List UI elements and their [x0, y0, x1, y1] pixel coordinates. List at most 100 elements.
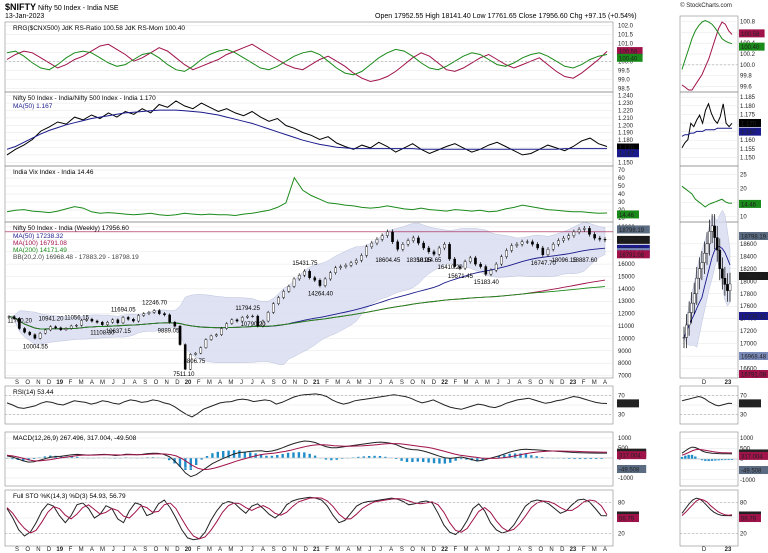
x-axis-label: A: [389, 380, 393, 386]
daily_ratio-tick-label: 1.175: [740, 112, 756, 118]
macd-histogram-bar: [411, 458, 414, 462]
macd-tick-label: -1000: [618, 476, 634, 482]
chart-copyright: © StockCharts.com: [680, 2, 732, 9]
daily_rrg-tag: 100.58: [741, 32, 760, 38]
price-candle-body: [401, 244, 405, 250]
ratio-tick-label: 1.200: [618, 123, 634, 129]
rrg-series-line: [6, 43, 608, 83]
daily_price-tick-label: 18400: [740, 254, 757, 260]
macd-histogram-bar: [167, 458, 171, 461]
ratio-tag: 1.167: [619, 152, 635, 158]
price-candle-body: [23, 328, 26, 333]
x-axis-label: A: [517, 380, 521, 386]
x-axis-label: J: [112, 380, 115, 386]
price-candle-body: [12, 316, 16, 319]
x-axis-label: J: [122, 547, 125, 553]
sto-tag: 56.79: [619, 517, 635, 523]
macd-histogram-bar: [578, 458, 582, 460]
daily_rsi-tick-label: 30: [740, 413, 747, 419]
macd-histogram-bar: [27, 458, 30, 461]
x-axis-label: N: [421, 547, 425, 553]
x-axis-label: 19: [56, 547, 63, 553]
macd-histogram-bar: [151, 457, 155, 458]
price-ma-legend: MA(100) 16791.08: [13, 240, 67, 247]
price-tick-label: 9000: [618, 349, 632, 355]
price-candle-body: [38, 332, 42, 339]
price-candle-body: [137, 315, 140, 322]
x-axis-label: D: [303, 547, 308, 553]
daily_price-candle-body: [723, 277, 727, 285]
daily_price-tick-label: 18200: [740, 267, 757, 273]
macd-histogram-bar: [222, 451, 225, 458]
x-axis-label: O: [410, 380, 415, 386]
x-axis-label: A: [218, 380, 222, 386]
price-candle-body: [256, 315, 260, 327]
price-candle-body: [582, 228, 586, 230]
price-candle-body: [230, 319, 234, 324]
rrg-tag-bg: [617, 53, 643, 62]
daily_macd-histogram-bar: [710, 459, 714, 461]
x-axis-label: D: [432, 547, 437, 553]
daily-x-axis-label: D: [702, 547, 707, 553]
price-candle-body: [225, 323, 228, 329]
x-axis-label: J: [122, 380, 125, 386]
x-axis-label: N: [549, 380, 553, 386]
rrg-series-line: [6, 48, 608, 76]
daily-x-axis-label: 23: [725, 380, 732, 386]
macd-histogram-bar: [454, 458, 457, 461]
price-candle-body: [536, 244, 539, 249]
x-axis-label: A: [133, 547, 137, 553]
price-candle-body: [468, 257, 472, 262]
daily_macd-tag: 317.004: [741, 454, 763, 460]
price-annotation: 15671.45: [448, 274, 474, 280]
x-axis-label: A: [475, 380, 479, 386]
price-annotation: 15183.40: [474, 280, 500, 286]
macd-histogram-bar: [32, 458, 36, 459]
daily_ratio-tick-label: 1.160: [740, 138, 756, 144]
x-axis-label: N: [293, 380, 297, 386]
price-candle-body: [463, 261, 467, 269]
daily_sto-tick-label: 20: [740, 531, 747, 537]
price-candle-body: [505, 250, 508, 257]
x-axis-label: 23: [570, 380, 577, 386]
price-ma-legend: MA(200) 14171.49: [13, 247, 67, 254]
price-candle-body: [437, 247, 441, 255]
x-axis-label: N: [36, 380, 40, 386]
price-candle-body: [59, 327, 63, 330]
x-axis-label: S: [272, 380, 276, 386]
daily_price-tick-label: 17000: [740, 342, 757, 348]
ratio-series-line: [6, 100, 608, 156]
daily_sto-tag-bg: [739, 514, 761, 523]
daily_price-candle-body: [705, 243, 709, 254]
price-candle-body: [417, 237, 420, 244]
macd-histogram-bar: [227, 450, 230, 458]
macd-histogram-bar: [324, 458, 328, 460]
x-axis-label: F: [582, 380, 586, 386]
price-candle-body: [551, 244, 555, 250]
x-axis-label: A: [389, 547, 393, 553]
macd-histogram-bar: [200, 458, 203, 460]
price-tick-label: 14000: [618, 287, 635, 293]
price-tick-label: 8000: [618, 361, 632, 367]
vix-legend: India Vix Index - India 14.46: [13, 169, 94, 176]
daily_price-frame: [679, 221, 739, 379]
macd-histogram-bar: [76, 456, 79, 458]
daily_macd-histogram-bar: [714, 459, 717, 461]
macd-histogram-bar: [205, 456, 209, 458]
x-axis-label: F: [69, 547, 73, 553]
macd-histogram-bar: [530, 455, 533, 458]
macd-histogram-bar: [340, 458, 344, 459]
daily_price-candle-body: [728, 283, 732, 291]
daily_rsi-series-line: [681, 395, 733, 407]
macd-histogram-bar: [330, 458, 333, 461]
daily_macd-histogram-bar: [704, 459, 707, 461]
ratio-tick-label: 1.150: [618, 160, 634, 166]
price-candle-body: [261, 320, 265, 327]
daily_macd-tag-bg: [739, 451, 768, 460]
price-candle-body: [562, 237, 565, 241]
price-candle-body: [163, 313, 166, 316]
chart-name: Nifty 50 Index - India NSE: [38, 5, 119, 12]
macd-histogram-bar: [594, 458, 598, 460]
price-candle-body: [484, 266, 488, 275]
chart-ohlc: Open 17952.55 High 18141.40 Low 17761.65…: [375, 13, 637, 20]
